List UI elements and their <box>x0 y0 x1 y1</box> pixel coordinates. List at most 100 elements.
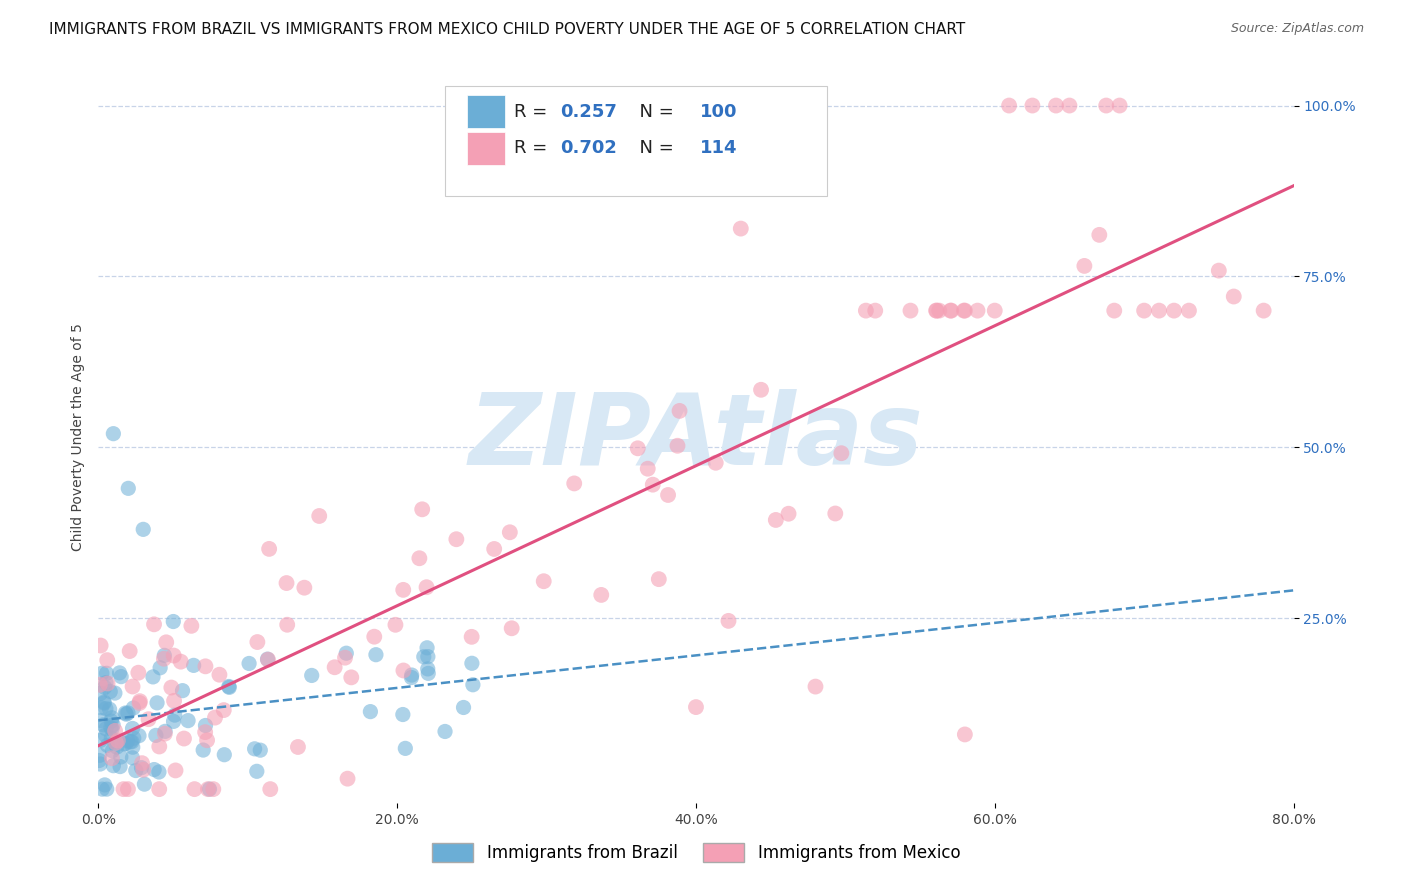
Point <box>333 650 356 665</box>
Point <box>153 648 176 663</box>
Text: ZIPAtlas: ZIPAtlas <box>468 389 924 485</box>
Point <box>91 718 114 732</box>
Point <box>101 744 124 758</box>
Point <box>96 653 118 667</box>
Point <box>89 757 111 772</box>
Point <box>460 630 482 644</box>
Point <box>900 303 922 318</box>
Point <box>148 764 170 779</box>
Point <box>292 581 315 595</box>
Point <box>416 649 439 664</box>
Point <box>202 782 225 797</box>
Point <box>301 668 323 682</box>
Point <box>668 404 690 418</box>
Text: N =: N = <box>628 103 679 120</box>
Point <box>153 651 176 665</box>
Point <box>865 303 887 318</box>
Point <box>104 735 127 749</box>
Point <box>641 477 664 491</box>
Point <box>855 303 877 318</box>
Point <box>453 700 475 714</box>
Point <box>287 739 309 754</box>
Point <box>246 764 269 779</box>
Point <box>90 714 112 728</box>
Point <box>941 303 963 318</box>
Point <box>173 731 195 746</box>
Point <box>939 303 962 318</box>
Point <box>89 754 111 768</box>
Point <box>257 653 280 667</box>
Point <box>256 652 278 666</box>
Point <box>145 728 167 742</box>
FancyBboxPatch shape <box>446 86 827 195</box>
Point <box>657 488 679 502</box>
Point <box>384 617 406 632</box>
Point <box>499 525 522 540</box>
FancyBboxPatch shape <box>467 95 505 128</box>
Point <box>204 711 226 725</box>
Text: 0.257: 0.257 <box>560 103 617 120</box>
Point <box>110 670 132 684</box>
Point <box>953 727 976 741</box>
Point <box>110 750 132 764</box>
Point <box>125 764 148 778</box>
Point <box>1253 303 1275 318</box>
Point <box>335 646 357 660</box>
Point <box>131 756 153 771</box>
Point <box>198 782 221 797</box>
Point <box>194 659 217 673</box>
Point <box>765 513 787 527</box>
Point <box>148 739 170 754</box>
Point <box>146 696 169 710</box>
Point <box>120 734 142 748</box>
Point <box>104 723 127 738</box>
Point <box>778 507 800 521</box>
Point <box>249 743 271 757</box>
Point <box>94 701 117 715</box>
Point <box>96 739 118 753</box>
Point <box>98 702 121 716</box>
Point <box>392 707 415 722</box>
Point <box>359 705 381 719</box>
Point <box>998 98 1021 112</box>
Point <box>170 655 193 669</box>
Point <box>148 782 170 797</box>
Point <box>1223 289 1246 303</box>
Text: 100: 100 <box>700 103 737 120</box>
Point <box>411 502 433 516</box>
Point <box>533 574 555 589</box>
Point <box>1045 98 1067 112</box>
Point <box>93 696 115 710</box>
Y-axis label: Child Poverty Under the Age of 5: Child Poverty Under the Age of 5 <box>70 323 84 551</box>
Point <box>94 728 117 742</box>
Point <box>117 481 139 495</box>
Point <box>90 666 112 681</box>
Point <box>89 733 111 747</box>
Point <box>482 541 505 556</box>
Point <box>637 461 659 475</box>
Point <box>1208 263 1230 277</box>
Point <box>238 657 260 671</box>
Point <box>953 303 976 318</box>
Point <box>401 671 423 685</box>
Point <box>127 665 149 680</box>
Point <box>177 714 200 728</box>
Point <box>112 782 135 797</box>
Point <box>730 221 752 235</box>
Point <box>685 700 707 714</box>
Point <box>142 670 165 684</box>
Point <box>830 446 852 460</box>
Point <box>246 635 269 649</box>
Point <box>363 630 385 644</box>
Point <box>132 763 155 777</box>
Point <box>122 731 145 746</box>
Point <box>163 648 186 663</box>
Point <box>89 678 111 692</box>
Point <box>90 686 112 700</box>
Point <box>162 615 184 629</box>
Point <box>163 708 186 723</box>
Point <box>114 706 136 720</box>
Point <box>591 588 613 602</box>
Point <box>94 675 117 690</box>
Point <box>953 303 976 318</box>
